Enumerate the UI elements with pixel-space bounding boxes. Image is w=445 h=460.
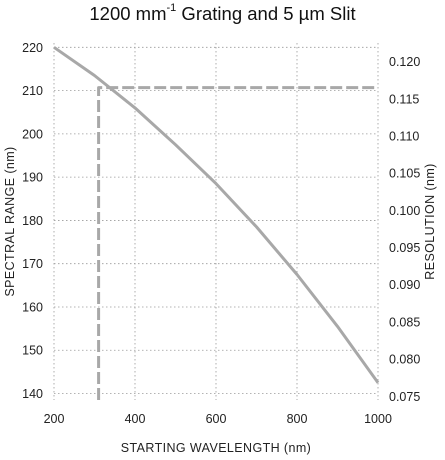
x-tick-label: 1000 — [364, 412, 392, 426]
series-layer — [53, 46, 380, 400]
y-tick-label: 190 — [22, 171, 43, 185]
chart-title-superscript: -1 — [166, 1, 177, 14]
y-tick-label: 150 — [22, 344, 43, 358]
y2-tick-label: 0.110 — [389, 129, 419, 143]
y2-tick-label: 0.115 — [389, 92, 419, 106]
y2-tick-label: 0.075 — [389, 390, 420, 404]
x-tick-label: 200 — [44, 412, 65, 426]
y-tick-label: 140 — [22, 387, 43, 401]
tick-layer: 220 210 200 190 180 170 160 150 140 0.120 0.115 0.1… — [22, 41, 420, 426]
y2-tick-label: 0.105 — [389, 167, 420, 181]
y2-tick-label: 0.080 — [389, 353, 420, 367]
y-tick-label: 160 — [22, 300, 43, 314]
y-tick-label: 180 — [22, 214, 43, 228]
chart-title: 1200 mm-1 Grating and 5 µm Slit — [0, 1, 445, 25]
y2-tick-label: 0.120 — [389, 55, 420, 69]
grid-layer — [53, 43, 379, 400]
y2-tick-label: 0.085 — [389, 315, 420, 329]
y-tick-label: 200 — [22, 127, 43, 141]
y-axis-label: SPECTRAL RANGE (nm) — [3, 146, 17, 296]
y2-tick-label: 0.100 — [389, 204, 420, 218]
x-axis-label: STARTING WAVELENGTH (nm) — [121, 441, 311, 455]
y-tick-label: 210 — [22, 84, 43, 98]
y2-tick-label: 0.090 — [389, 278, 420, 292]
x-tick-label: 400 — [125, 412, 146, 426]
x-tick-label: 600 — [206, 412, 227, 426]
x-tick-label: 800 — [287, 412, 308, 426]
y2-axis-label: RESOLUTION (nm) — [423, 163, 437, 279]
resolution-guide-line — [97, 86, 378, 400]
chart-title-prefix: 1200 mm — [89, 3, 167, 24]
y-tick-label: 220 — [22, 41, 43, 55]
y-tick-label: 170 — [22, 257, 43, 271]
y2-tick-label: 0.095 — [389, 241, 420, 255]
chart-title-suffix: Grating and 5 µm Slit — [176, 3, 356, 24]
